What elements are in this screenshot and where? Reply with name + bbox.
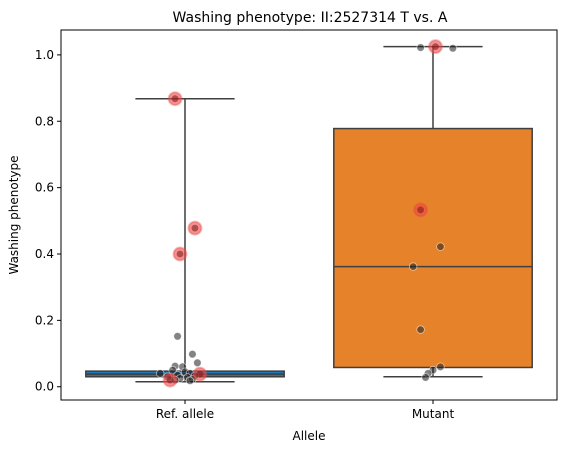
highlight-core: [171, 95, 179, 103]
y-tick-label: 1.0: [35, 48, 54, 62]
chart-title: Washing phenotype: II:2527314 T vs. A: [173, 10, 448, 26]
y-tick-label: 0.2: [35, 313, 54, 327]
highlight-core: [417, 206, 424, 214]
data-point: [155, 369, 165, 378]
data-point: [448, 44, 458, 53]
y-tick-label: 0.0: [35, 380, 54, 394]
y-tick-label: 0.4: [35, 247, 54, 261]
box-1: [333, 127, 533, 369]
axes: 0.0 0.2 0.4 0.6 0.8 1.0 Ref. allele Mutant: [35, 48, 455, 421]
highlighted-point: [427, 39, 443, 55]
plot-area: [85, 39, 533, 388]
data-point: [173, 332, 182, 341]
highlighted-point: [187, 220, 203, 236]
data-point: [168, 365, 177, 375]
points-layer: [155, 39, 458, 388]
data-point: [185, 376, 195, 385]
x-axis-label: Allele: [293, 429, 326, 443]
highlight-core: [166, 376, 174, 384]
highlighted-point: [413, 202, 429, 218]
data-point: [436, 362, 445, 372]
highlighted-point: [162, 372, 178, 388]
x-tick-label: Ref. allele: [156, 407, 214, 421]
data-point: [193, 358, 202, 368]
data-point: [188, 350, 197, 359]
data-point: [416, 325, 425, 334]
box-group-1: [333, 45, 533, 378]
x-tick-label: Mutant: [412, 407, 455, 421]
data-point: [408, 262, 418, 271]
highlight-core: [432, 43, 439, 50]
data-point: [421, 373, 430, 382]
highlight-core: [176, 250, 184, 258]
y-tick-label: 0.6: [35, 181, 54, 195]
highlighted-point: [172, 246, 188, 262]
y-tick-label: 0.8: [35, 114, 54, 128]
highlighted-point: [167, 91, 183, 107]
highlight-core: [191, 224, 199, 232]
data-point: [436, 242, 445, 251]
y-axis-label: Washing phenotype: [7, 155, 21, 274]
highlighted-point: [192, 366, 208, 382]
plot-frame: [60, 29, 558, 401]
highlight-core: [196, 370, 204, 378]
data-point: [416, 43, 425, 52]
